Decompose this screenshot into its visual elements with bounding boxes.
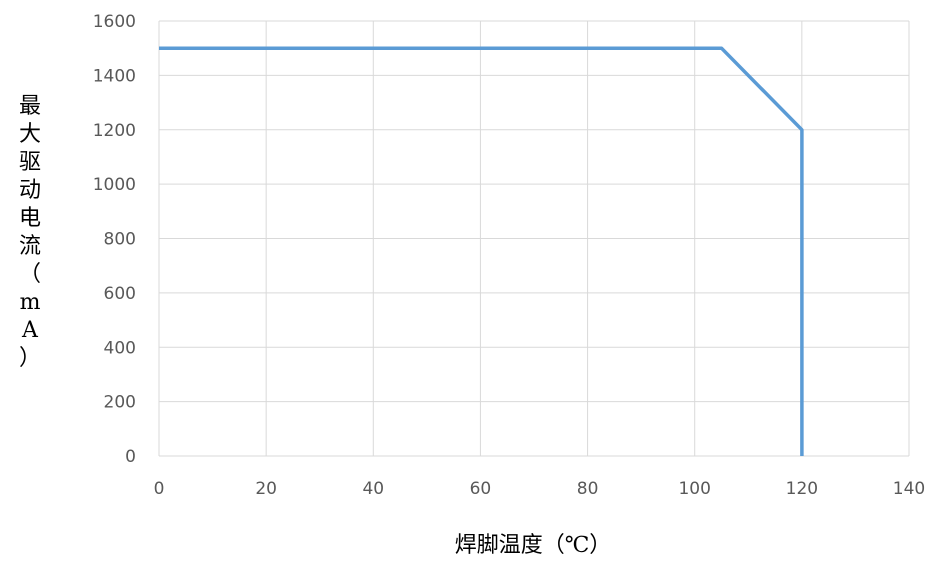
y-tick-label: 1600	[93, 12, 136, 32]
x-axis-title: 焊脚温度（℃）	[455, 533, 612, 558]
y-tick-label: 400	[104, 338, 136, 358]
x-tick-label: 120	[786, 479, 818, 499]
series-line	[159, 46, 804, 456]
y-tick-label: 1000	[93, 175, 136, 195]
y-tick-label: 1400	[93, 66, 136, 86]
x-tick-label: 80	[577, 479, 599, 499]
tick-labels: 0 200 400 600 800 1000 1200 1400 1600 0 20 40 60 80 10…	[93, 12, 925, 499]
series-layer	[159, 46, 804, 456]
x-tick-label: 60	[470, 479, 492, 499]
x-tick-label: 140	[893, 479, 925, 499]
y-tick-label: 0	[125, 447, 136, 467]
x-tick-label: 40	[362, 479, 384, 499]
x-tick-label: 0	[154, 479, 165, 499]
y-tick-label: 1200	[93, 121, 136, 141]
y-axis-title: 最大驱动电流（ m A）	[19, 94, 41, 371]
x-tick-label: 100	[678, 479, 710, 499]
x-tick-label: 20	[255, 479, 277, 499]
y-tick-label: 800	[104, 230, 136, 250]
y-tick-label: 200	[104, 393, 136, 413]
y-tick-label: 600	[104, 284, 136, 304]
